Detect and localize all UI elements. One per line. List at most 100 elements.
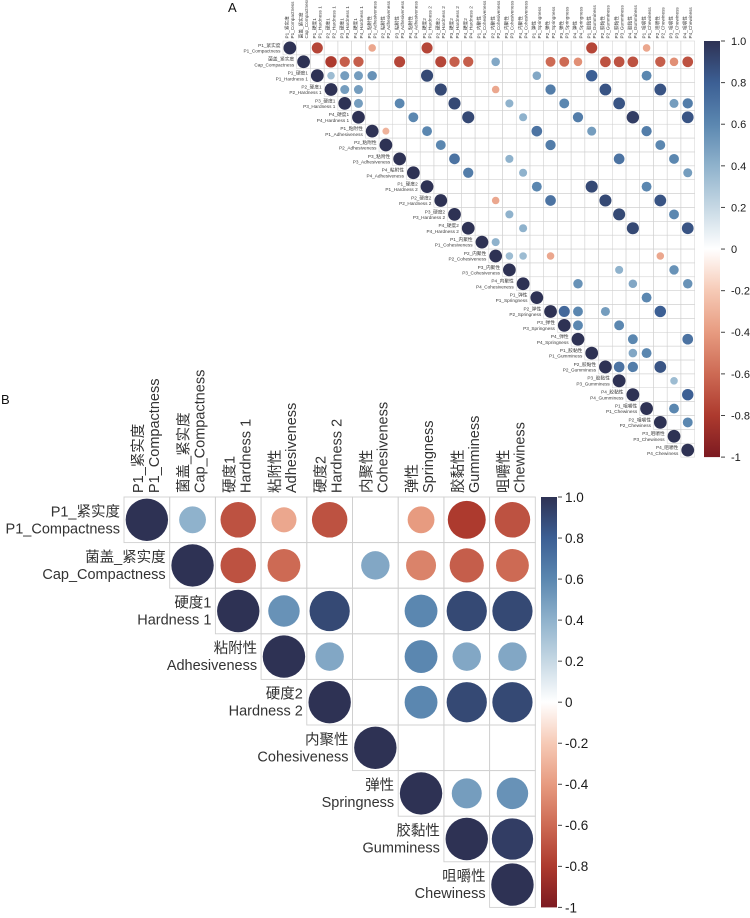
row-label-zh: P3_内聚性 [478, 264, 501, 271]
corr-circle [545, 139, 556, 151]
grid-cell [488, 165, 503, 180]
corr-circle [461, 221, 475, 235]
grid-cell [666, 332, 682, 347]
row-label-zh: P1_硬度1 [288, 70, 309, 77]
grid-cell [639, 54, 654, 69]
grid-cell [612, 123, 627, 139]
grid-cell [488, 151, 503, 167]
grid-cell [365, 110, 380, 125]
column-label-zh: 粘附性 [267, 450, 284, 494]
grid-cell [666, 137, 682, 153]
grid-cell [639, 248, 654, 264]
column-label-en: P1_Hardness 1 [318, 6, 323, 39]
column-label-zh: 菌盖_紧实度 [297, 12, 304, 38]
corr-circle [585, 180, 598, 193]
row-label-en: P1_Gumminess [549, 354, 583, 359]
corr-circle [368, 44, 376, 52]
column-label: P1_粘附性 P1_Adhesiveness [366, 0, 378, 38]
grid-cell [474, 68, 490, 83]
grid-cell [557, 234, 572, 250]
row-label-en: Adhesiveness [167, 658, 257, 674]
corr-circle [600, 306, 610, 316]
corr-circle [682, 417, 693, 428]
corr-circle [654, 194, 667, 207]
corr-circle [519, 224, 528, 233]
grid-cell [584, 82, 599, 97]
grid-cell [543, 290, 558, 305]
grid-cell [406, 137, 421, 153]
corr-circle [492, 590, 533, 632]
column-label-zh: P4_胶黏性 [627, 16, 634, 39]
grid-cell [584, 151, 599, 167]
grid-cell [653, 207, 668, 222]
corr-circle [494, 502, 531, 538]
row-label-zh: P4_硬度1 [329, 111, 350, 118]
grid-cell [406, 151, 421, 167]
column-label-en: P2_Cohesiveness [496, 0, 501, 38]
row-label-zh: P1_咀嚼性 [615, 402, 638, 409]
corr-circle [585, 346, 599, 360]
corr-circle [654, 361, 667, 373]
grid-cell [543, 151, 558, 167]
grid-cell [584, 54, 599, 69]
grid-cell [352, 496, 399, 544]
grid-cell [680, 151, 695, 167]
row-label-zh: 咀嚼性 [442, 868, 486, 885]
column-label-en: P1_Gumminess [592, 4, 597, 38]
grid-cell [557, 207, 572, 222]
row-label-en: Gumminess [363, 841, 440, 857]
grid-cell [612, 82, 627, 97]
grid-cell [557, 151, 572, 167]
corr-circle [353, 71, 363, 81]
corr-circle [452, 642, 481, 671]
corr-circle [572, 112, 584, 123]
grid-cell [474, 123, 490, 139]
grid-cell [447, 82, 462, 97]
grid-cell [598, 345, 613, 361]
grid-cell [461, 123, 476, 139]
column-label: 硬度1 Hardness 1 [221, 419, 254, 493]
grid-cell [570, 96, 586, 111]
grid-cell [653, 110, 668, 125]
grid-cell [474, 221, 490, 236]
grid-cell [529, 193, 544, 208]
corr-circle [642, 44, 651, 52]
corr-circle [655, 56, 666, 67]
grid-cell [543, 179, 558, 194]
corr-circle [599, 360, 612, 374]
column-label-en: Springness [421, 420, 437, 493]
corr-circle [496, 548, 529, 582]
column-label-en: P3_Chewiness [674, 7, 679, 39]
grid-cell [543, 110, 558, 125]
grid-cell [612, 40, 627, 56]
corr-circle [271, 507, 297, 533]
corr-circle [434, 194, 448, 207]
colorbar-tick-label: -0.4 [731, 327, 750, 339]
grid-cell [598, 151, 613, 167]
colorbar-tick-label: -0.8 [731, 410, 750, 422]
row-label-en: P1_Hardness 1 [276, 76, 309, 81]
grid-cell [680, 442, 695, 458]
grid-cell [461, 68, 476, 83]
grid-cell [515, 82, 531, 97]
row-label-zh: P1_硬度2 [397, 181, 418, 188]
grid-cell [612, 221, 627, 236]
grid-cell [584, 207, 599, 222]
grid-cell [598, 207, 613, 222]
column-label: P2_粘附性 P2_Adhesiveness [380, 0, 392, 38]
grid-cell [666, 40, 682, 56]
grid-cell [653, 290, 668, 305]
grid-cell [365, 54, 380, 69]
grid-cell [666, 234, 682, 250]
grid-cell [653, 276, 668, 291]
column-label-en: P1_Springness [537, 6, 542, 38]
grid-cell [666, 165, 682, 180]
corr-circle [641, 181, 652, 192]
grid-cell [639, 387, 654, 402]
grid-cell [570, 179, 586, 194]
row-label-zh: P3_粘附性 [368, 153, 391, 160]
colorbar-tick-label: 0.6 [565, 572, 584, 587]
row-label-zh: P4_弹性 [551, 333, 569, 340]
grid-cell [653, 318, 668, 333]
